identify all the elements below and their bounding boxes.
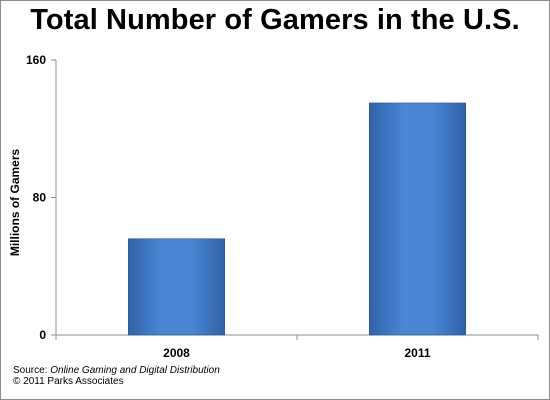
source-note: Source: Online Gaming and Digital Distri… xyxy=(13,365,220,387)
chart-title: Total Number of Gamers in the U.S. xyxy=(30,4,520,36)
y-tick-label: 80 xyxy=(33,191,47,205)
y-ticks: 0 80 160 xyxy=(26,53,56,342)
y-tick-label: 160 xyxy=(26,53,46,67)
x-tick-label: 2008 xyxy=(163,346,190,360)
y-axis-title: Millions of Gamers xyxy=(8,148,22,256)
bar-2008 xyxy=(128,238,226,336)
y-tick-label: 0 xyxy=(39,328,46,342)
bar-2011 xyxy=(368,102,466,336)
x-ticks: 2008 2011 xyxy=(55,335,539,360)
x-tick-label: 2011 xyxy=(404,346,430,360)
bars xyxy=(128,102,466,336)
copyright: © 2011 Parks Associates xyxy=(13,376,124,387)
source-title: Online Gaming and Digital Distribution xyxy=(50,365,220,376)
source-prefix: Source: xyxy=(13,365,51,376)
